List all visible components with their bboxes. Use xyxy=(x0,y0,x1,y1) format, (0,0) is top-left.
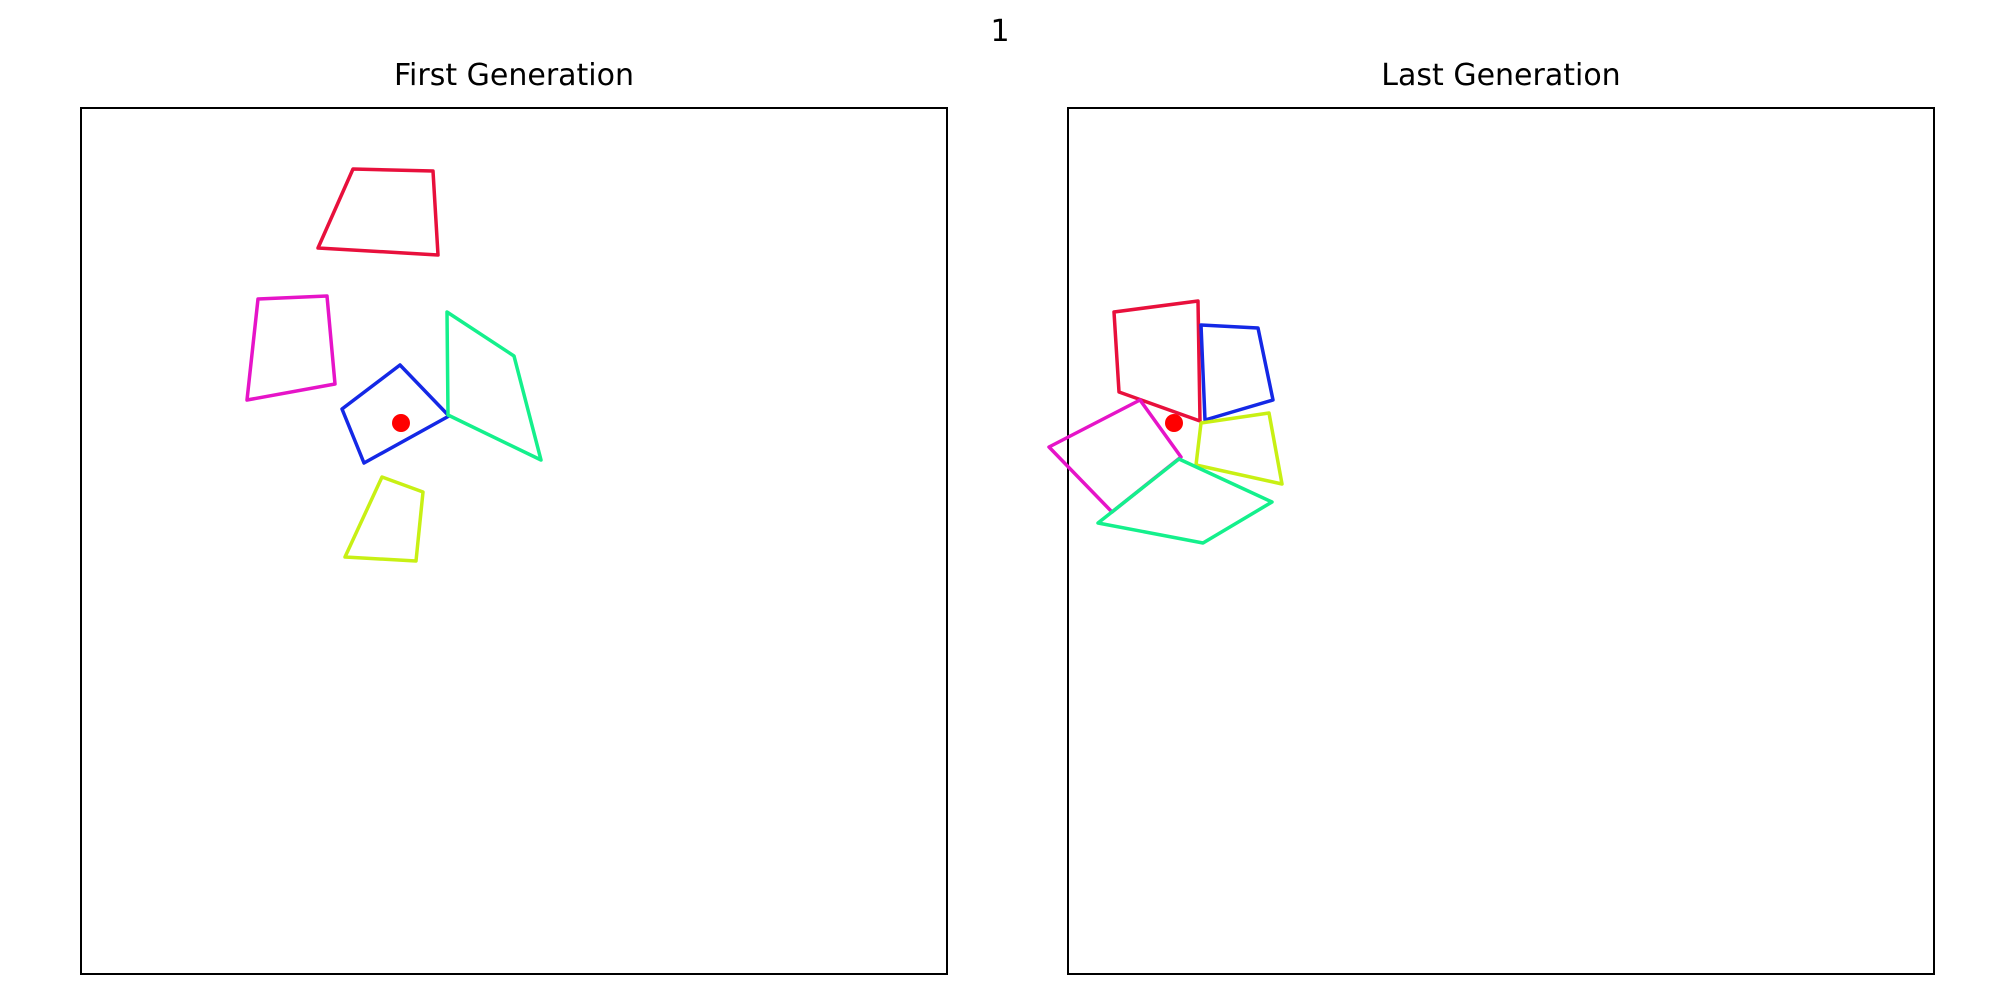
polygon-1 xyxy=(316,167,440,257)
polygon-3 xyxy=(1194,411,1284,486)
plot-frame xyxy=(80,107,948,975)
polygon-3 xyxy=(340,363,451,465)
figure-title: 1 xyxy=(990,14,1010,49)
panel-first-generation xyxy=(80,107,948,975)
polygon-2 xyxy=(1199,323,1275,422)
panel-title-last-generation: Last Generation xyxy=(1381,58,1621,93)
polygon-1 xyxy=(1112,299,1202,423)
polygon-5 xyxy=(343,475,425,563)
panel-last-generation xyxy=(1047,107,1935,975)
panel-title-first-generation: First Generation xyxy=(393,58,635,93)
target-point xyxy=(392,414,410,432)
plot-frame xyxy=(1067,107,1935,975)
polygon-4 xyxy=(445,310,543,462)
polygon-2 xyxy=(245,294,337,402)
polygon-5 xyxy=(1096,457,1274,545)
target-point xyxy=(1165,414,1183,432)
